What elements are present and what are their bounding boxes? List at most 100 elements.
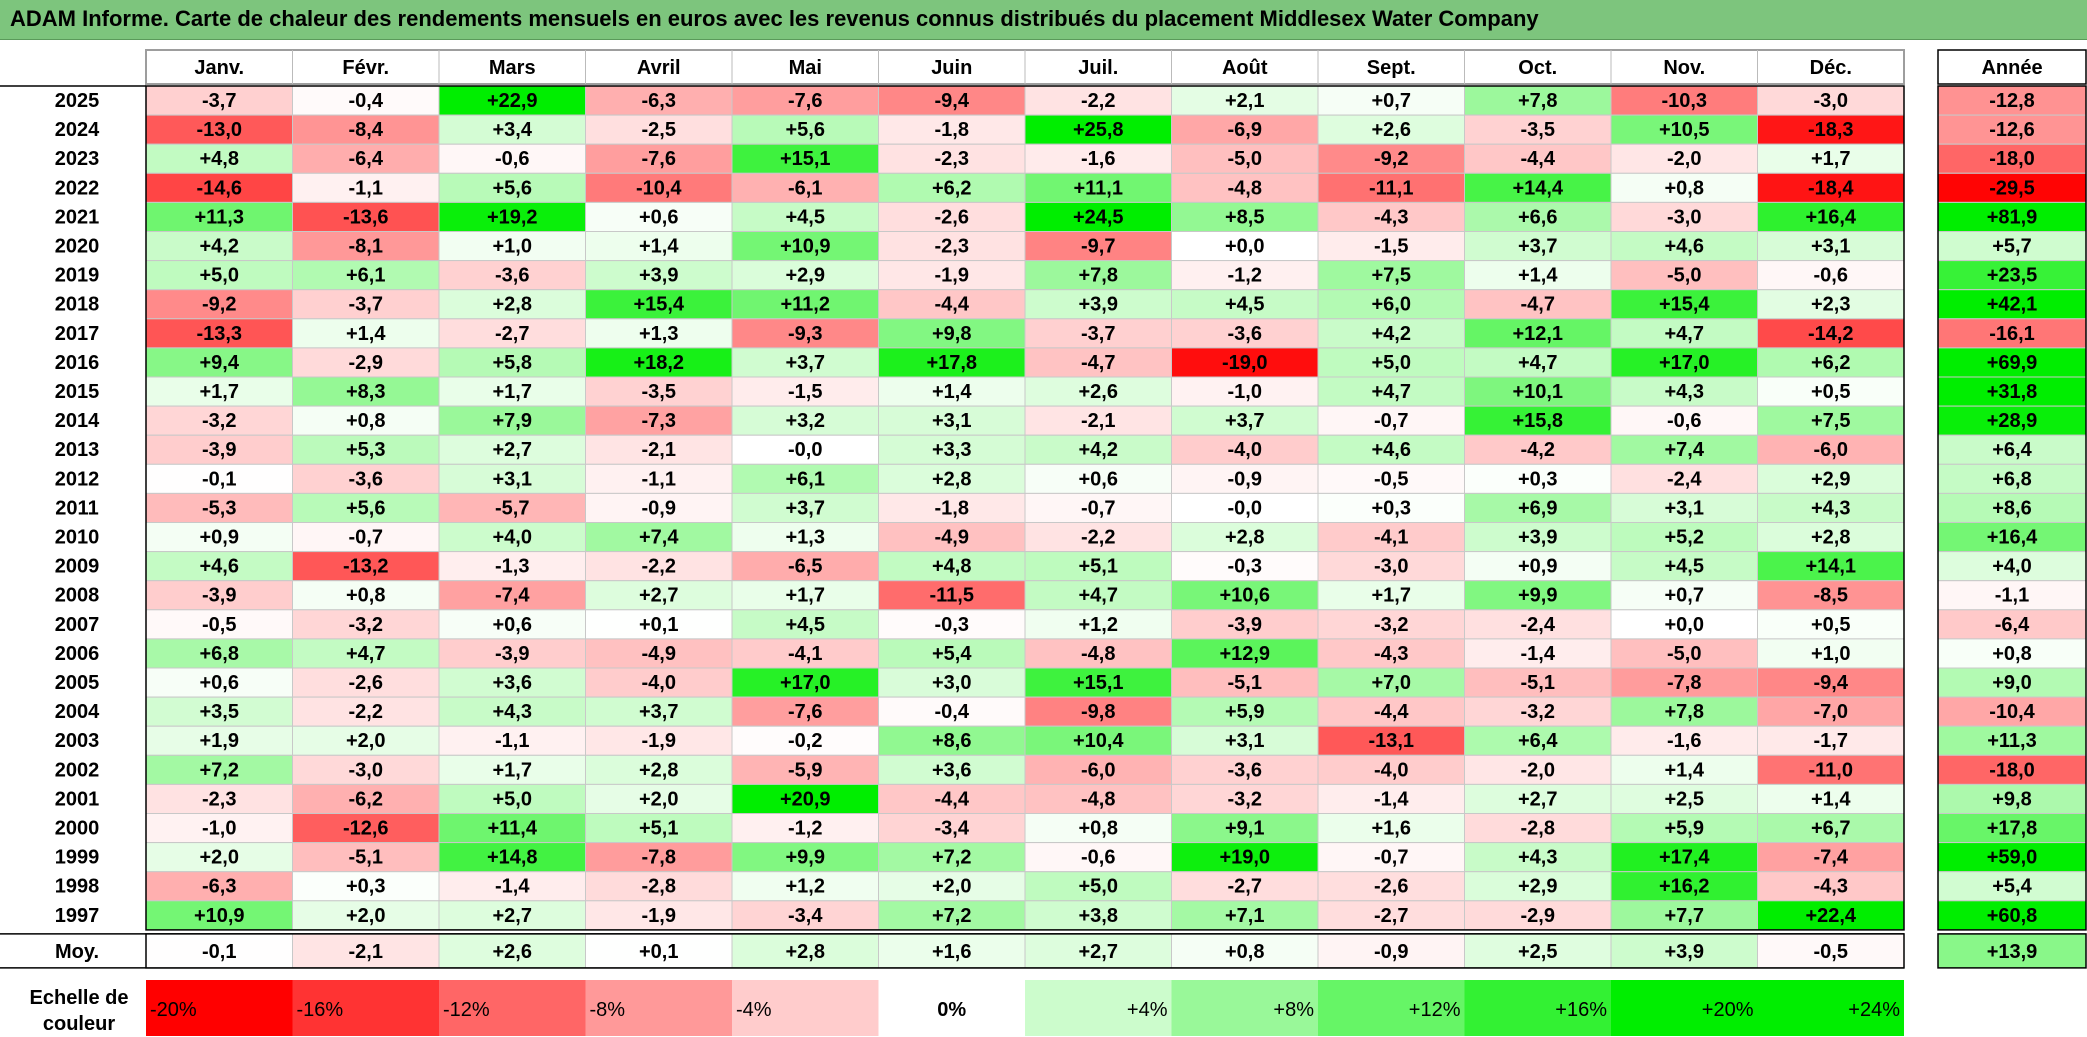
heatmap-cell: [1464, 85, 1612, 116]
cell-value: -2,9: [1521, 905, 1555, 927]
cell-value: -0,6: [1081, 847, 1115, 869]
cell-value: +0,6: [200, 672, 239, 694]
cell-value: -3,5: [1521, 119, 1555, 141]
heatmap-cell: [292, 754, 440, 785]
heatmap-cell: [292, 376, 440, 407]
cell-value: +15,1: [1073, 672, 1124, 694]
heatmap-cell: [1757, 85, 1905, 116]
heatmap-cell: [1024, 522, 1172, 553]
year-label: 2020: [55, 236, 100, 258]
scale-label: Echelle de: [30, 987, 129, 1009]
cell-value: -2,0: [1521, 759, 1555, 781]
scale-stop-label: +16%: [1555, 999, 1607, 1021]
heatmap-cell: [878, 522, 1026, 553]
cell-value: -1,0: [202, 818, 236, 840]
cell-value: +4,7: [1372, 381, 1411, 403]
cell-value: +11,1: [1073, 177, 1123, 199]
cell-value: +1,0: [1811, 643, 1850, 665]
cell-value: -4,1: [1374, 527, 1408, 549]
cell-value: +1,4: [1518, 265, 1558, 287]
cell-value: -5,0: [1667, 265, 1701, 287]
heatmap-cell: [292, 231, 440, 262]
heatmap-cell: [1757, 871, 1905, 902]
year-label: 2018: [55, 294, 100, 316]
heatmap-cell: [1464, 696, 1612, 727]
cell-value: -3,0: [1814, 90, 1848, 112]
scale-swatch: [1025, 980, 1172, 1036]
cell-value: +0,6: [493, 614, 532, 636]
cell-value: -0,7: [1374, 410, 1408, 432]
cell-value: +0,0: [1665, 614, 1704, 636]
heatmap-cell: [1317, 609, 1465, 640]
scale-swatch: [292, 980, 439, 1036]
average-cell: [731, 933, 879, 969]
heatmap-cell: [1464, 143, 1612, 174]
cell-value: -10,4: [636, 177, 682, 199]
heatmap-cell: [1464, 783, 1612, 815]
annual-value: +4,0: [1992, 556, 2031, 578]
heatmap-cell: [438, 667, 586, 698]
heatmap-cell: [1610, 260, 1758, 291]
heatmap-cell: [1464, 347, 1612, 378]
heatmap-cell: [1317, 434, 1465, 465]
cell-value: +3,6: [493, 672, 532, 694]
cell-value: -3,4: [935, 818, 970, 840]
heatmap-cell: [731, 638, 879, 669]
cell-value: +11,3: [194, 206, 244, 228]
cell-value: -2,4: [1667, 468, 1702, 490]
cell-value: +3,9: [1518, 527, 1557, 549]
cell-value: +0,5: [1811, 381, 1850, 403]
cell-value: +7,1: [1225, 905, 1264, 927]
heatmap-cell: [1757, 522, 1905, 553]
cell-value: -4,7: [1081, 352, 1115, 374]
cell-value: +4,3: [1665, 381, 1704, 403]
heatmap-cell: [1171, 143, 1319, 174]
year-label: 2005: [55, 672, 100, 694]
cell-value: -12,6: [343, 818, 389, 840]
cell-value: +3,1: [1811, 236, 1850, 258]
cell-value: +8,3: [346, 381, 385, 403]
cell-value: -2,7: [1374, 905, 1408, 927]
year-label: 1999: [55, 847, 100, 869]
cell-value: -4,9: [935, 527, 969, 549]
scale-stop-label: +12%: [1409, 999, 1461, 1021]
cell-value: -4,0: [1228, 439, 1262, 461]
cell-value: +0,6: [1079, 468, 1118, 490]
heatmap-cell: [878, 813, 1026, 844]
cell-value: -0,5: [1374, 468, 1408, 490]
heatmap-cell: [1464, 609, 1612, 640]
cell-value: -7,4: [495, 585, 530, 607]
annual-value: +23,5: [1987, 265, 2038, 287]
heatmap-cell: [878, 201, 1026, 232]
year-label: 2000: [55, 818, 100, 840]
cell-value: -13,3: [196, 323, 242, 345]
cell-value: -2,7: [1228, 876, 1262, 898]
heatmap-cell: [878, 609, 1026, 640]
heatmap-cell: [1171, 609, 1319, 640]
heatmap-cell: [1024, 638, 1172, 669]
annual-value: -6,4: [1995, 614, 2030, 636]
average-cell: [1317, 933, 1465, 969]
heatmap-cell: [585, 754, 733, 785]
cell-value: +1,9: [200, 730, 239, 752]
cell-value: +4,3: [1811, 497, 1850, 519]
cell-value: -0,4: [349, 90, 384, 112]
heatmap-cell: [878, 492, 1026, 523]
average-value: +2,7: [1079, 941, 1118, 963]
heatmap-cell: [1757, 754, 1905, 785]
cell-value: -3,6: [1228, 759, 1262, 781]
annual-value: +69,9: [1987, 352, 2038, 374]
cell-value: -0,3: [935, 614, 969, 636]
cell-value: +3,8: [1079, 905, 1118, 927]
cell-value: -4,3: [1374, 206, 1408, 228]
cell-value: -4,1: [788, 643, 822, 665]
cell-value: +4,2: [1372, 323, 1411, 345]
cell-value: -1,5: [788, 381, 822, 403]
cell-value: +10,9: [780, 236, 831, 258]
cell-value: +6,9: [1518, 497, 1557, 519]
heatmap-cell: [731, 551, 879, 582]
year-label: 2012: [55, 468, 100, 490]
cell-value: -4,9: [642, 643, 676, 665]
cell-value: +6,1: [346, 265, 385, 287]
